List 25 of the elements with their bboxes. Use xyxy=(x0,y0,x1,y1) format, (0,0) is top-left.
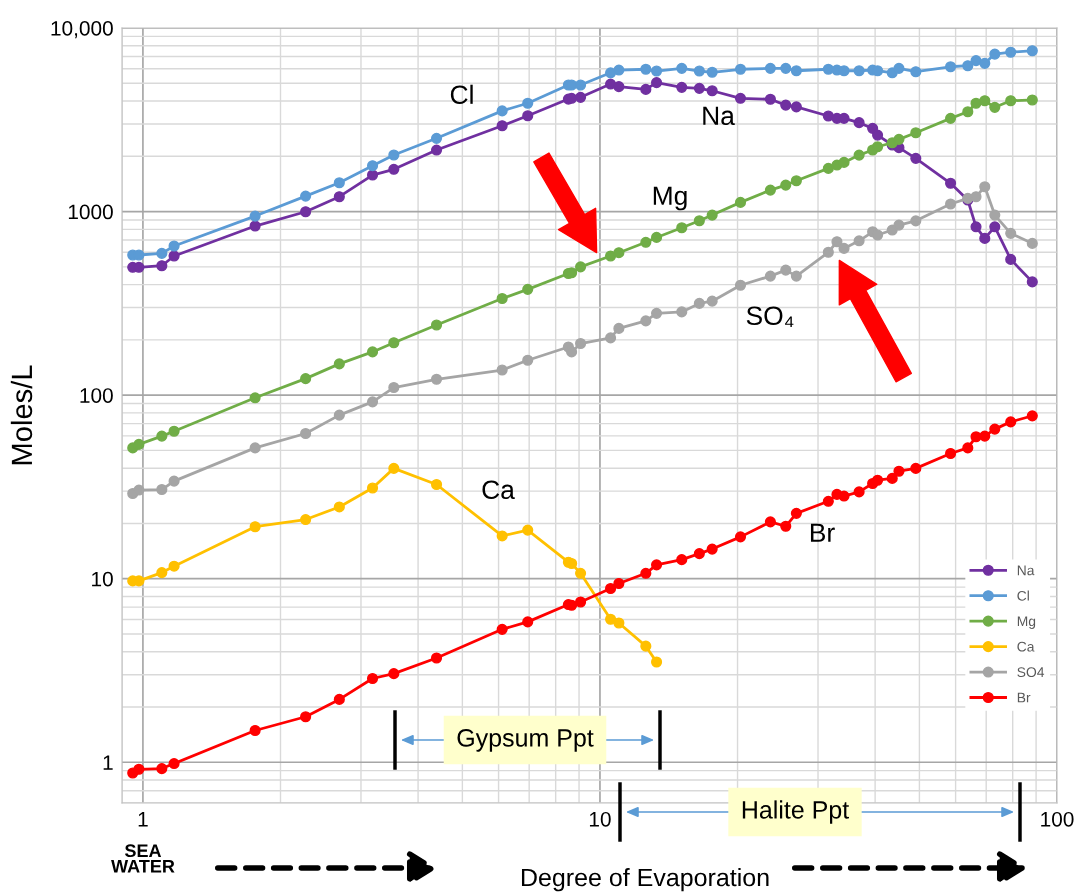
legend-label: Mg xyxy=(1017,616,1036,629)
y-tick-label: 1000 xyxy=(68,204,113,220)
x-tick-label: 10 xyxy=(589,811,611,827)
annotation: Na xyxy=(703,106,735,126)
y-tick-label: 1 xyxy=(103,755,113,770)
legend-label: Cl xyxy=(1017,590,1029,601)
annotation: SO₄ xyxy=(746,306,794,328)
annotation: Br xyxy=(810,523,835,542)
x-tick-label: 100 xyxy=(1041,811,1074,827)
y-axis-title: Moles/L xyxy=(10,365,33,465)
x-tick-label: 1 xyxy=(138,812,148,827)
legend-label: Na xyxy=(1017,565,1035,576)
annotation: Cl xyxy=(450,84,473,105)
legend-label: SO4 xyxy=(1017,667,1045,678)
text: SEA WATER xyxy=(111,844,175,873)
annotation: Gypsum Ppt xyxy=(457,729,594,752)
y-tick-label: 100 xyxy=(80,388,113,403)
legend-label: Ca xyxy=(1017,641,1035,652)
annotation: Ca xyxy=(482,480,515,500)
y-tick-label: 10 xyxy=(92,571,113,587)
x-axis-title: Degree of Evaporation xyxy=(521,868,769,892)
y-tick-label: 10,000 xyxy=(51,21,113,39)
annotation: Mg xyxy=(653,186,687,211)
annotation: Halite Ppt xyxy=(742,800,850,824)
legend-label: Br xyxy=(1017,692,1031,703)
